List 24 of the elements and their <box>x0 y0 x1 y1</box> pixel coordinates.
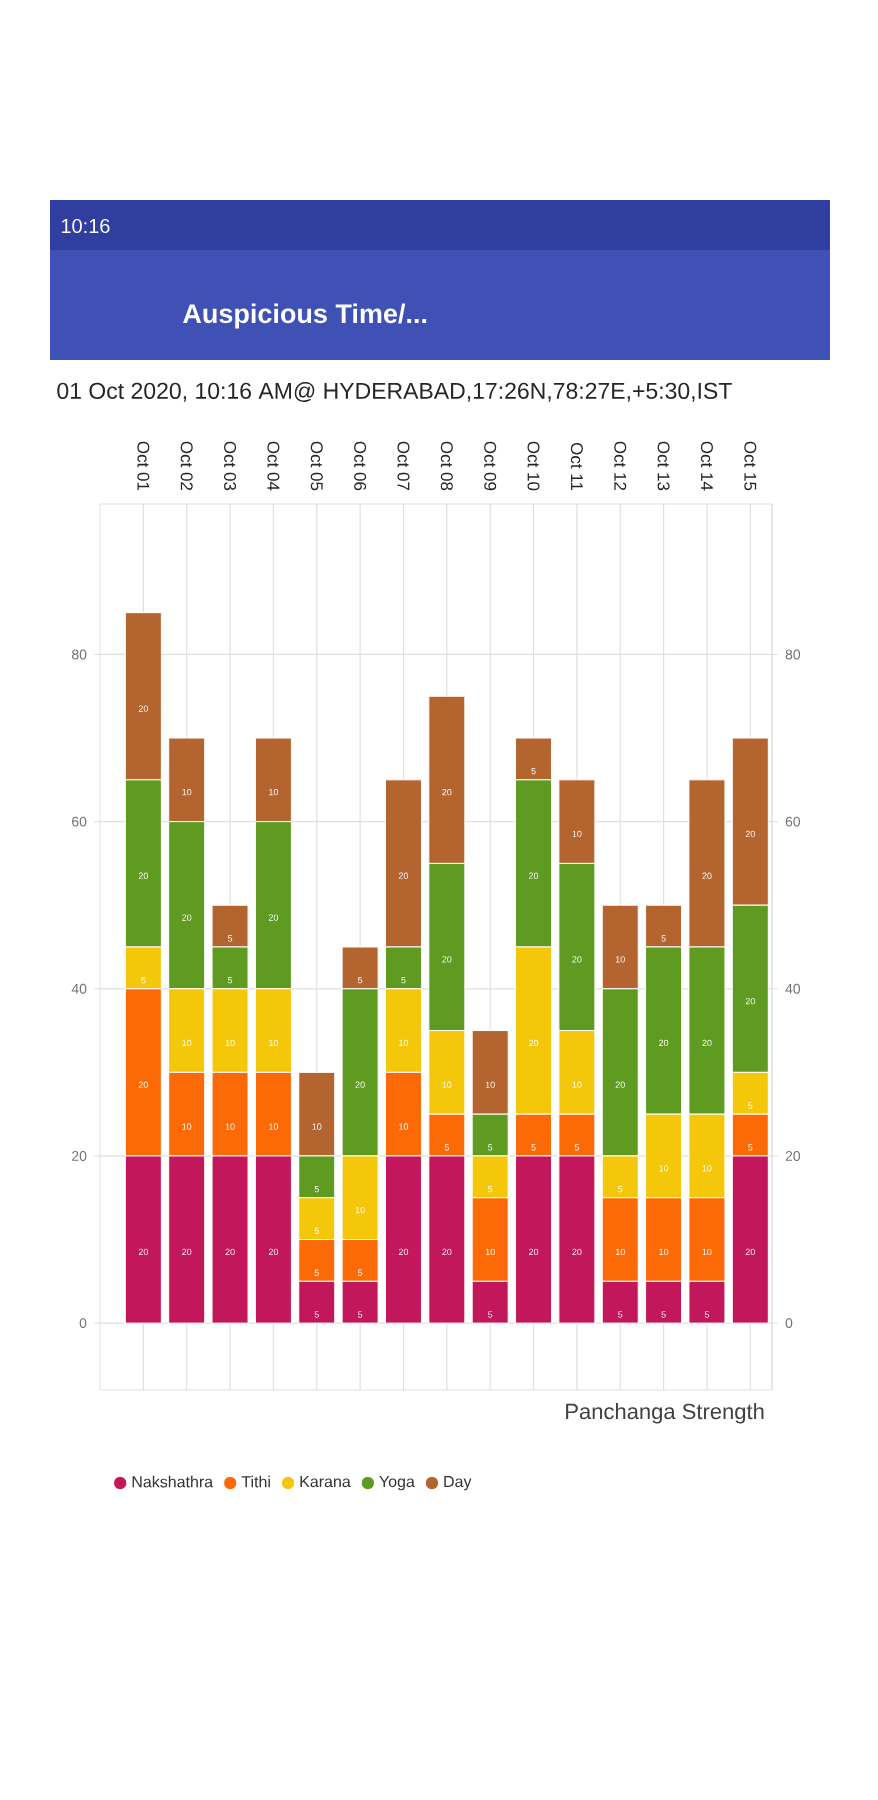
x-tick-label: Oct 11 <box>570 442 583 491</box>
x-tick-label: Oct 06 <box>354 441 367 491</box>
x-tick-label: Oct 13 <box>657 441 670 491</box>
text: 10:16 <box>61 218 110 234</box>
legend-label: Tithi <box>241 1475 270 1488</box>
x-tick-label: Oct 15 <box>744 441 757 491</box>
x-tick-label: Oct 05 <box>310 441 323 491</box>
x-tick-label: Oct 12 <box>614 441 627 491</box>
x-tick-label: Oct 02 <box>180 441 193 491</box>
legend-label: Nakshathra <box>132 1475 214 1488</box>
legend-label: Day <box>444 1476 472 1491</box>
x-tick-label: Oct 08 <box>440 441 453 491</box>
x-tick-label: Oct 10 <box>527 441 540 491</box>
legend-label: Karana <box>300 1476 351 1488</box>
x-tick-label: Oct 09 <box>484 441 497 491</box>
x-tick-label: Oct 01 <box>137 441 150 491</box>
legend-label: Yoga <box>379 1476 415 1491</box>
x-tick-label: Oct 07 <box>397 441 410 491</box>
x-tick-label: Oct 14 <box>700 441 713 491</box>
x-tick-label: Oct 04 <box>267 441 280 491</box>
chart-subtitle: 01 Oct 2020, 10:16 AM@ HYDERABAD,17:26N,78:27E,+5:30,IST <box>57 382 732 402</box>
chart-title: Auspicious Time/... <box>183 303 427 329</box>
x-axis-title: Panchanga Strength <box>566 1403 764 1424</box>
x-tick-label: Oct 03 <box>224 441 237 491</box>
